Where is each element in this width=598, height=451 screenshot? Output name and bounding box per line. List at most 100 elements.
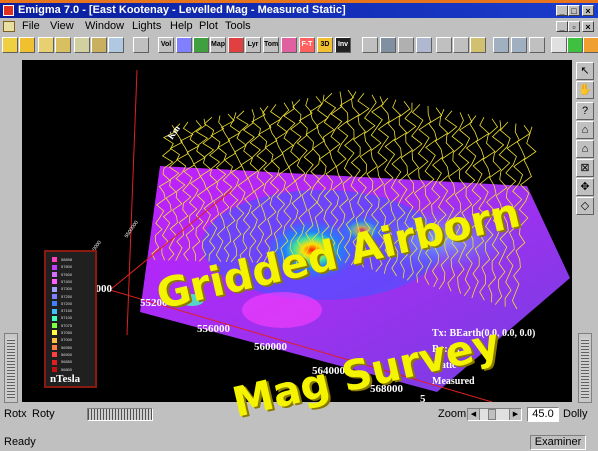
- roty-vertical-slider[interactable]: [4, 333, 18, 403]
- profile-icon[interactable]: [108, 37, 124, 53]
- flight-line: [350, 94, 377, 266]
- legend-entry: 57300: [52, 285, 72, 293]
- mesh-icon[interactable]: [133, 37, 149, 53]
- flight-line: [431, 110, 458, 288]
- lyr-button[interactable]: Lyr: [245, 37, 261, 53]
- zoom-value-field[interactable]: 45.0: [527, 407, 559, 422]
- mag-magenta-low: [242, 292, 322, 328]
- survey-scene: 5500000 5490000 Km 9000 552000 556000 56…: [87, 69, 570, 402]
- roty-wheel[interactable]: [87, 408, 153, 421]
- menu-file[interactable]: File: [22, 20, 40, 32]
- flight-line: [479, 120, 505, 301]
- palette-icon[interactable]: [583, 37, 598, 53]
- legend-value: 57075: [61, 322, 73, 328]
- window-icon[interactable]: [493, 37, 509, 53]
- legend-unit: nTesla: [50, 373, 81, 385]
- step-icon[interactable]: [470, 37, 486, 53]
- flight-line: [471, 118, 499, 299]
- back-icon[interactable]: [436, 37, 452, 53]
- flight-line: [256, 104, 282, 263]
- flight-line: [511, 126, 537, 310]
- blank-icon[interactable]: [362, 37, 378, 53]
- flag-icon[interactable]: [228, 37, 244, 53]
- mag-anomaly-high: [267, 220, 357, 280]
- child-restore-button[interactable]: ▫: [568, 21, 580, 32]
- 3d-button[interactable]: 3D: [317, 37, 333, 53]
- new-file-icon[interactable]: [2, 37, 18, 53]
- zoom-decrease-button[interactable]: ◀: [468, 409, 480, 420]
- flight-line: [438, 112, 464, 290]
- open-folder-icon[interactable]: [38, 37, 54, 53]
- x-tick-552000: 552000: [140, 297, 174, 309]
- flight-line: [494, 123, 520, 305]
- map-button[interactable]: Map: [210, 37, 226, 53]
- legend-swatch: [52, 308, 57, 314]
- flight-line: [192, 116, 215, 262]
- menu-tools[interactable]: Tools: [225, 20, 251, 32]
- forward-icon[interactable]: [453, 37, 469, 53]
- print-icon[interactable]: [398, 37, 414, 53]
- tom-button[interactable]: Tom: [263, 37, 279, 53]
- legend-entry: 57000: [52, 336, 72, 344]
- menu-plot[interactable]: Plot: [199, 20, 218, 32]
- flight-line: [161, 123, 183, 261]
- chart-icon[interactable]: [551, 37, 567, 53]
- flight-line: [223, 110, 249, 262]
- minimize-button[interactable]: _: [556, 5, 568, 16]
- flight-line: [399, 104, 424, 279]
- legend-value: 56850: [61, 359, 73, 365]
- close-button[interactable]: ×: [582, 5, 594, 16]
- hand-icon[interactable]: ✋: [576, 81, 594, 99]
- legend-value: 57250: [61, 293, 73, 299]
- view-all-icon[interactable]: ⊠: [576, 159, 594, 177]
- zoom-thumb[interactable]: [488, 409, 496, 420]
- legend-entry: 58898: [52, 256, 72, 264]
- monitor-icon[interactable]: [416, 37, 432, 53]
- cascade-icon[interactable]: [529, 37, 545, 53]
- flight-line: [183, 118, 209, 262]
- vol-button[interactable]: Vol: [158, 37, 174, 53]
- zoom-increase-button[interactable]: ▶: [509, 409, 521, 420]
- child-minimize-button[interactable]: _: [556, 21, 568, 32]
- legend-value: 57100: [61, 315, 73, 321]
- y-axis-line: [109, 189, 233, 291]
- 3d-viewport[interactable]: 5500000 5490000 Km 9000 552000 556000 56…: [22, 60, 572, 402]
- image-icon[interactable]: [193, 37, 209, 53]
- document-icon[interactable]: [3, 21, 15, 32]
- pointer-icon[interactable]: ↖: [576, 62, 594, 80]
- save-icon[interactable]: [380, 37, 396, 53]
- menu-lights[interactable]: Lights: [132, 20, 162, 32]
- home-icon[interactable]: ⌂: [576, 121, 594, 139]
- bottom-controls: Rotx Roty Zoom ◀ ▶ 45.0 Dolly: [0, 405, 598, 425]
- legend-swatch: [52, 366, 57, 372]
- inv-button[interactable]: Inv: [335, 37, 351, 53]
- edit-icon[interactable]: [91, 37, 107, 53]
- menu-help[interactable]: Help: [170, 20, 193, 32]
- menu-window[interactable]: Window: [85, 20, 125, 32]
- copy-icon[interactable]: [55, 37, 71, 53]
- dolly-vertical-slider[interactable]: [578, 333, 592, 403]
- seek-icon[interactable]: ✥: [576, 178, 594, 196]
- tile-icon[interactable]: [511, 37, 527, 53]
- display-icon[interactable]: [176, 37, 192, 53]
- legend-swatch: [52, 257, 57, 263]
- x-tick-556000: 556000: [197, 323, 231, 335]
- child-close-button[interactable]: ×: [582, 21, 594, 32]
- help-icon[interactable]: ?: [576, 102, 594, 120]
- flight-line: [311, 92, 337, 255]
- database-icon[interactable]: [19, 37, 35, 53]
- x-tick-564000: 564000: [312, 365, 346, 377]
- color-icon[interactable]: [567, 37, 583, 53]
- menu-view[interactable]: View: [50, 20, 74, 32]
- ft-button[interactable]: F-T: [299, 37, 315, 53]
- zoom-slider[interactable]: ◀ ▶: [467, 408, 522, 421]
- title-bar: Emigma 7.0 - [East Kootenay - Levelled M…: [0, 3, 598, 18]
- flight-line: [215, 112, 241, 262]
- color-legend: 58898 57800 57600 57400 57300 57250 57200 57150…: [44, 250, 97, 388]
- grid-icon[interactable]: [74, 37, 90, 53]
- section-icon[interactable]: [281, 37, 297, 53]
- maximize-button[interactable]: □: [568, 5, 580, 16]
- set-home-icon[interactable]: ⌂: [576, 140, 594, 158]
- legend-entry: 57400: [52, 278, 72, 286]
- perspective-icon[interactable]: ◇: [576, 197, 594, 215]
